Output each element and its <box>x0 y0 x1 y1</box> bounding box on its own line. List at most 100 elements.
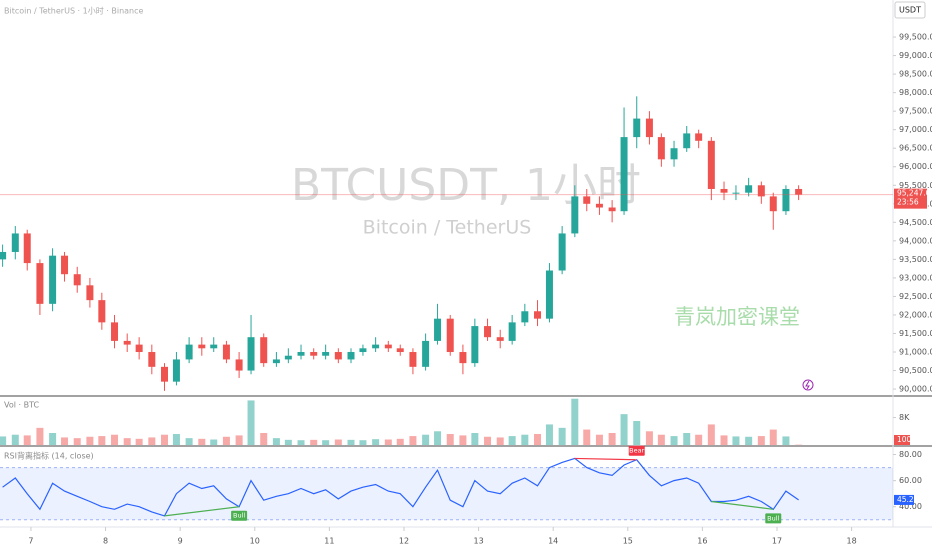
rsi-label: RSI背离指标 (14, close) <box>4 451 94 461</box>
candle-body[interactable] <box>795 188 803 195</box>
volume-bar <box>695 434 703 445</box>
candle-body[interactable] <box>98 300 106 323</box>
candle-body[interactable] <box>583 196 591 204</box>
time-tick-label: 14 <box>548 537 558 546</box>
currency-box <box>894 1 926 19</box>
candle-body[interactable] <box>434 318 442 341</box>
candle-body[interactable] <box>496 337 504 341</box>
price-tick-label: 97,000.00 <box>899 125 932 134</box>
candle-body[interactable] <box>11 233 19 252</box>
volume-bar <box>334 439 342 445</box>
candle-body[interactable] <box>558 233 566 271</box>
time-tick-label: 17 <box>772 537 782 546</box>
candle-body[interactable] <box>707 140 715 189</box>
candle-body[interactable] <box>608 207 616 212</box>
time-tick-label: 18 <box>847 537 857 546</box>
candle-body[interactable] <box>310 352 318 356</box>
candle-body[interactable] <box>571 196 579 234</box>
candle-body[interactable] <box>534 311 542 319</box>
volume-bar <box>148 437 156 445</box>
divergence-tag <box>765 513 782 524</box>
candle-body[interactable] <box>322 352 330 356</box>
candle-body[interactable] <box>409 352 417 367</box>
volume-last-label: 100 <box>897 435 912 444</box>
candle-body[interactable] <box>247 337 255 371</box>
time-tick-label: 16 <box>697 537 707 546</box>
candle-body[interactable] <box>61 255 69 275</box>
candle-body[interactable] <box>396 348 404 353</box>
candle-body[interactable] <box>782 188 790 212</box>
volume-bar <box>297 440 305 445</box>
volume-bar <box>86 436 94 445</box>
candle-body[interactable] <box>0 251 7 260</box>
volume-bar <box>359 440 367 445</box>
time-tick-label: 9 <box>178 537 183 546</box>
candle-body[interactable] <box>334 352 342 360</box>
candle-body[interactable] <box>732 192 740 194</box>
volume-bar <box>123 438 131 445</box>
time-tick-label: 12 <box>399 537 409 546</box>
candle-body[interactable] <box>359 348 367 353</box>
volume-bar <box>757 436 765 445</box>
candle-body[interactable] <box>720 188 728 193</box>
candle-body[interactable] <box>297 352 305 356</box>
candle-body[interactable] <box>620 137 628 212</box>
candle-body[interactable] <box>545 270 553 319</box>
candle-body[interactable] <box>260 337 268 364</box>
candle-body[interactable] <box>123 340 131 345</box>
candle-body[interactable] <box>23 233 31 264</box>
candle-body[interactable] <box>284 355 292 360</box>
candle-body[interactable] <box>222 344 230 360</box>
volume-bar <box>707 424 715 445</box>
candle-body[interactable] <box>86 285 94 301</box>
volume-bar <box>496 437 504 445</box>
candle-body[interactable] <box>745 185 753 193</box>
candle-body[interactable] <box>508 322 516 341</box>
candle-body[interactable] <box>446 318 454 353</box>
candle-body[interactable] <box>272 359 280 364</box>
candle-body[interactable] <box>172 359 180 382</box>
candle-body[interactable] <box>695 133 703 141</box>
candle-body[interactable] <box>210 344 218 349</box>
volume-bar <box>172 434 180 445</box>
candle-body[interactable] <box>645 118 653 138</box>
time-tick-label: 11 <box>324 537 334 546</box>
candle-body[interactable] <box>471 326 479 364</box>
volume-bar <box>135 438 143 445</box>
time-tick-label: 15 <box>623 537 633 546</box>
price-tick-label: 95,500.00 <box>899 181 932 190</box>
candle-body[interactable] <box>111 322 119 341</box>
candle-body[interactable] <box>422 340 430 367</box>
volume-bar <box>0 436 7 445</box>
candle-body[interactable] <box>484 326 492 338</box>
time-tick-label: 8 <box>103 537 108 546</box>
candle-body[interactable] <box>657 137 665 160</box>
candle-body[interactable] <box>148 352 156 367</box>
candle-body[interactable] <box>683 133 691 149</box>
candle-body[interactable] <box>521 311 529 323</box>
volume-bar <box>620 414 628 445</box>
candle-body[interactable] <box>757 185 765 197</box>
divergence-label: Bear <box>629 447 644 455</box>
candle-body[interactable] <box>459 352 467 364</box>
candle-body[interactable] <box>185 344 193 360</box>
volume-bar <box>732 436 740 445</box>
candle-body[interactable] <box>595 203 603 208</box>
candle-body[interactable] <box>633 118 641 138</box>
candle-body[interactable] <box>384 344 392 349</box>
candle-body[interactable] <box>670 148 678 160</box>
candle-body[interactable] <box>235 359 243 371</box>
event-icon[interactable] <box>802 379 814 391</box>
candle-body[interactable] <box>198 344 206 349</box>
candle-body[interactable] <box>372 344 380 349</box>
candle-body[interactable] <box>135 344 143 353</box>
candle-body[interactable] <box>36 263 44 304</box>
candle-body[interactable] <box>347 352 355 360</box>
candle-body[interactable] <box>73 274 81 286</box>
volume-bar <box>657 434 665 445</box>
candle-body[interactable] <box>49 255 57 304</box>
candle-body[interactable] <box>769 196 777 212</box>
candle-body[interactable] <box>161 366 168 382</box>
